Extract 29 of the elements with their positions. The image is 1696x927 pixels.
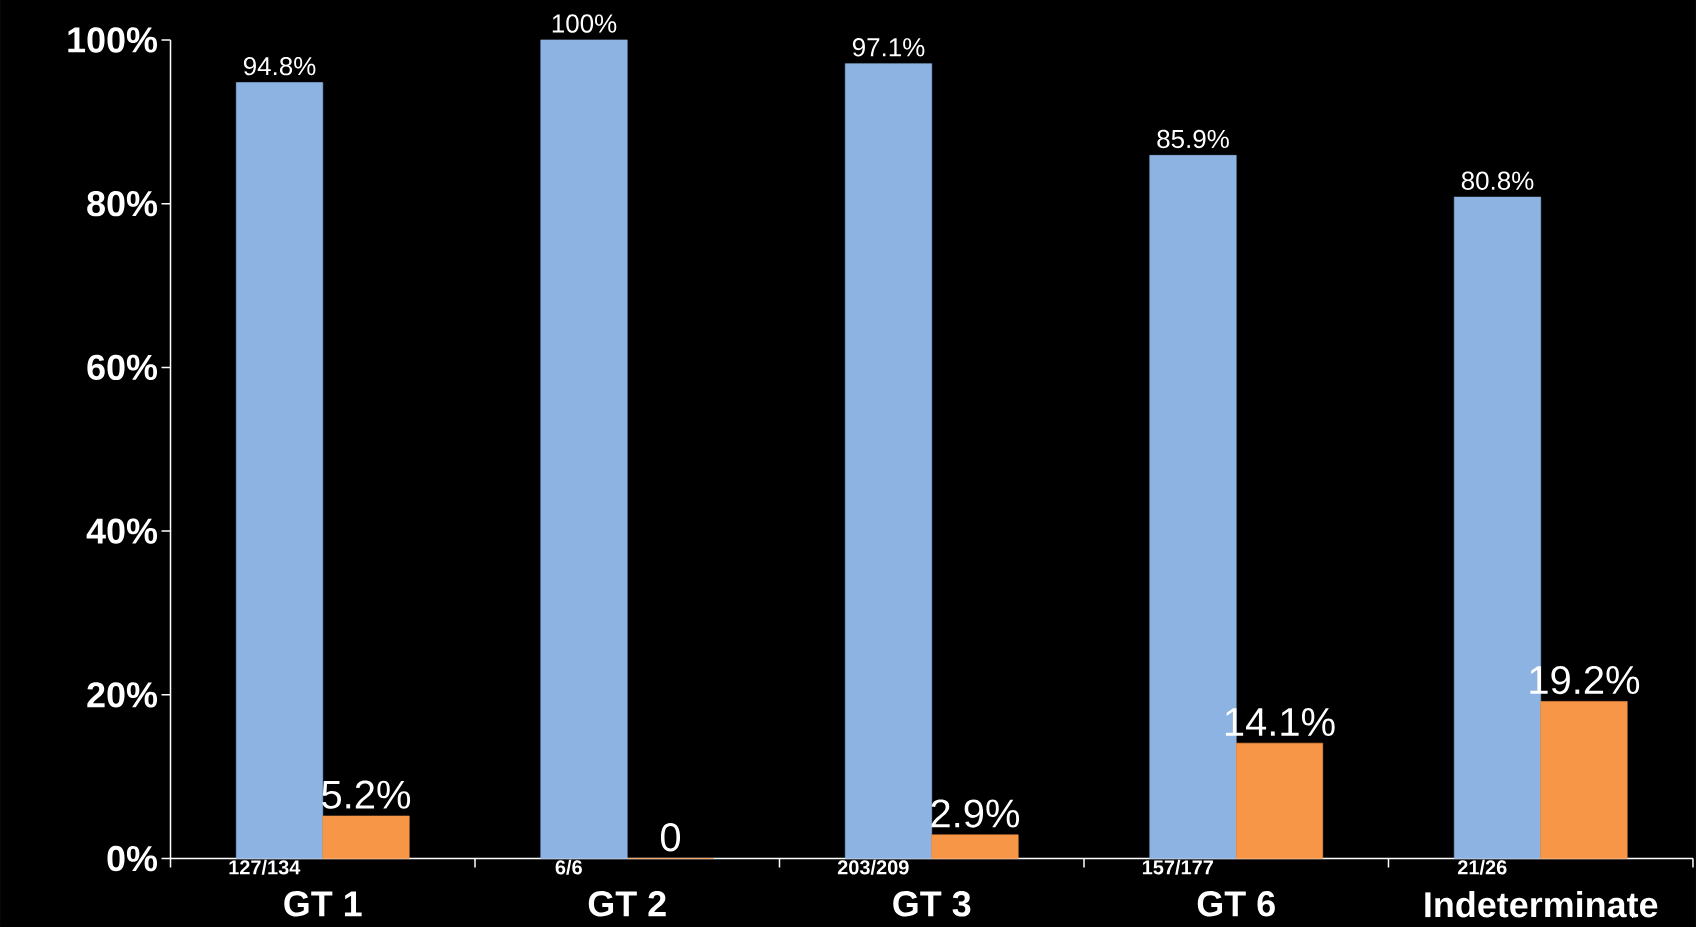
bar [1235,742,1324,859]
annotation: 6/6 [555,859,582,875]
y-tick-label: 40% [86,518,158,544]
x-tick-label: GT 2 [588,890,666,917]
y-tick-label: 80% [87,190,158,217]
bar [931,834,1019,859]
bar [540,39,628,859]
data-label: 94.8% [243,56,316,76]
data-label: 100% [552,14,617,33]
x-tick-label: GT 1 [284,890,362,917]
annotation: 21/26 [1457,859,1507,875]
y-tick-label: 20% [87,681,158,708]
annotation: 157/177 [1142,859,1213,875]
y-tick-label: 100% [68,26,158,53]
x-tick-label: Indeterminate [1425,890,1658,918]
data-label: 0 [660,822,681,852]
x-tick-label: GT 6 [1197,890,1275,917]
y-tick-label: 60% [87,354,158,380]
bar [322,815,410,859]
bar [235,81,324,859]
data-label: 85.9% [1157,129,1229,148]
bar [844,63,933,859]
annotation: 127/134 [229,859,301,875]
data-label: 97.1% [852,37,925,57]
x-tick-label: GT 3 [893,890,971,917]
annotation: 203/209 [837,859,909,875]
data-label: 80.8% [1461,171,1534,190]
y-tick-label: 0% [107,845,158,872]
bar [1540,700,1628,859]
